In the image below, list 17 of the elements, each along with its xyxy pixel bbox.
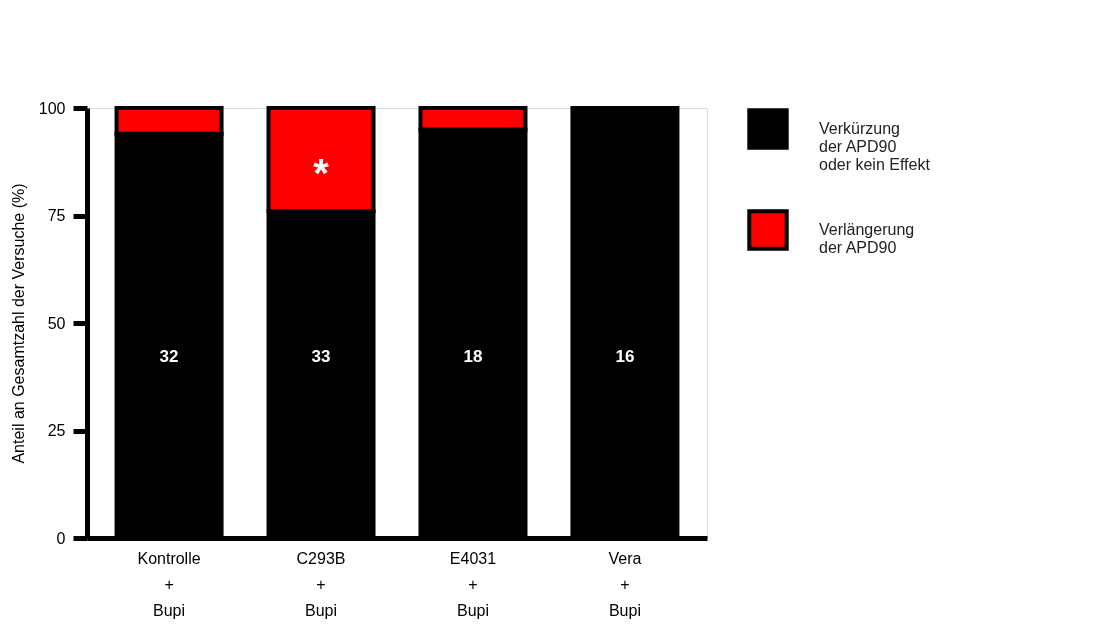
legend-label: Verkürzung der APD90 oder kein Effekt xyxy=(819,120,931,173)
x-tick-label: Vera + Bupi xyxy=(608,549,642,619)
y-tick-label: 100 xyxy=(38,99,66,117)
y-axis-title: Anteil an Gesamtzahl der Versuche (%) xyxy=(9,183,27,464)
y-tick-label: 50 xyxy=(47,314,66,332)
annotation: 32 xyxy=(159,347,179,367)
y-tick-label: 75 xyxy=(47,207,66,224)
x-tick-label: Kontrolle + Bupi xyxy=(137,549,201,619)
annotation: * xyxy=(313,151,330,196)
legend-label: Verlängerung der APD90 xyxy=(819,221,915,256)
annotation: 16 xyxy=(615,347,635,367)
annotation: 18 xyxy=(463,347,483,367)
y-tick-label: 0 xyxy=(56,529,66,547)
y-tick-label: 25 xyxy=(47,422,66,439)
x-tick-label: E4031 + Bupi xyxy=(449,549,497,619)
annotation: 33 xyxy=(311,347,331,367)
x-tick-label: C293B + Bupi xyxy=(296,549,346,619)
